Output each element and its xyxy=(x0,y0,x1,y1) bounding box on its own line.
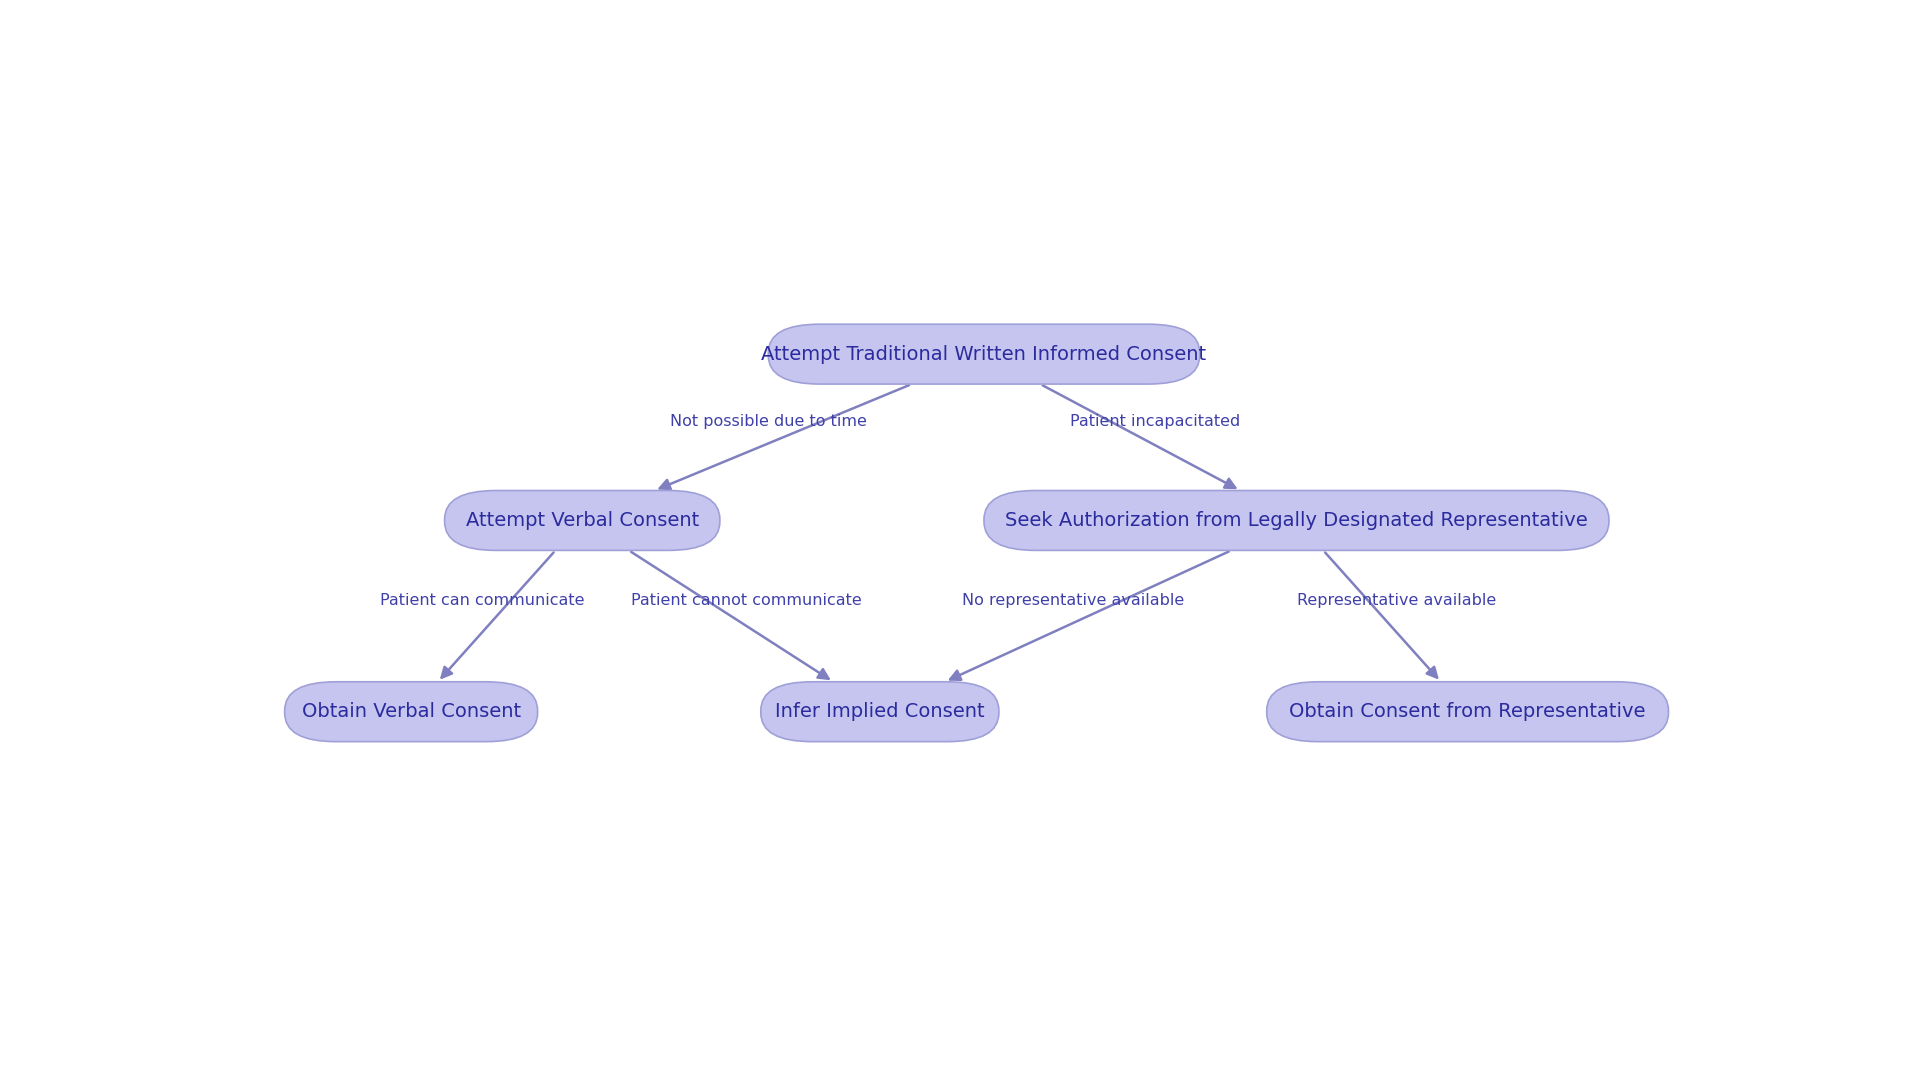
Text: Attempt Verbal Consent: Attempt Verbal Consent xyxy=(467,511,699,530)
Text: Infer Implied Consent: Infer Implied Consent xyxy=(776,702,985,721)
Text: Not possible due to time: Not possible due to time xyxy=(670,414,866,429)
FancyBboxPatch shape xyxy=(284,681,538,742)
FancyBboxPatch shape xyxy=(445,490,720,551)
Text: Representative available: Representative available xyxy=(1298,593,1496,608)
Text: Obtain Consent from Representative: Obtain Consent from Representative xyxy=(1290,702,1645,721)
FancyBboxPatch shape xyxy=(760,681,998,742)
Text: Patient cannot communicate: Patient cannot communicate xyxy=(630,593,862,608)
FancyBboxPatch shape xyxy=(768,324,1200,384)
Text: Attempt Traditional Written Informed Consent: Attempt Traditional Written Informed Con… xyxy=(762,345,1206,364)
Text: Patient can communicate: Patient can communicate xyxy=(380,593,584,608)
Text: Seek Authorization from Legally Designated Representative: Seek Authorization from Legally Designat… xyxy=(1004,511,1588,530)
Text: Patient incapacitated: Patient incapacitated xyxy=(1069,414,1240,429)
Text: Obtain Verbal Consent: Obtain Verbal Consent xyxy=(301,702,520,721)
FancyBboxPatch shape xyxy=(983,490,1609,551)
Text: No representative available: No representative available xyxy=(962,593,1185,608)
FancyBboxPatch shape xyxy=(1267,681,1668,742)
